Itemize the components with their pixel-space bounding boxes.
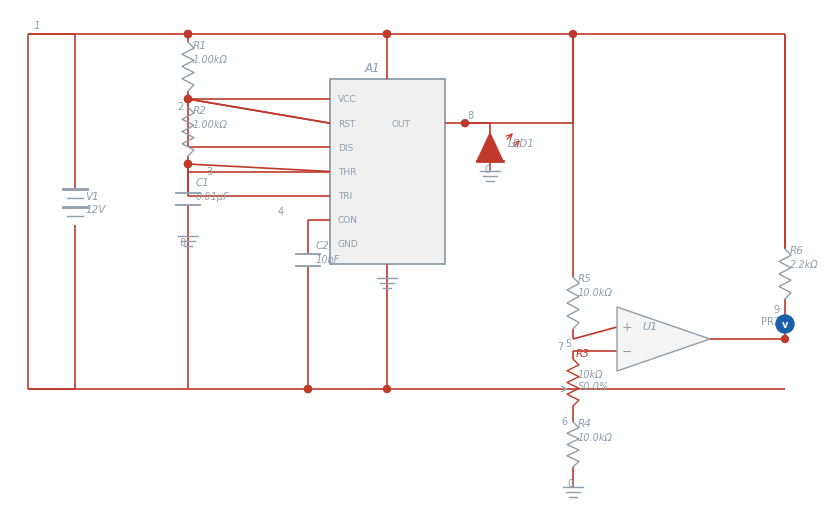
Circle shape [776, 316, 794, 333]
Text: 1: 1 [33, 21, 40, 31]
Text: 1.00kΩ: 1.00kΩ [193, 55, 228, 65]
Circle shape [305, 386, 312, 393]
Circle shape [184, 32, 192, 38]
Text: 0: 0 [567, 478, 573, 488]
Text: 10.0kΩ: 10.0kΩ [578, 288, 613, 297]
Text: 10kΩ: 10kΩ [578, 369, 604, 379]
Text: 7: 7 [556, 342, 563, 351]
Text: 2: 2 [177, 102, 183, 112]
Text: 4: 4 [278, 207, 284, 216]
Text: THR: THR [338, 167, 357, 177]
Text: 0: 0 [179, 238, 185, 247]
Text: LED1: LED1 [508, 139, 535, 149]
Text: C2: C2 [316, 240, 330, 250]
Text: V1: V1 [85, 191, 99, 202]
Circle shape [570, 32, 576, 38]
Text: 9: 9 [774, 304, 780, 315]
Circle shape [461, 121, 468, 127]
Text: R1: R1 [193, 41, 207, 51]
Text: R2: R2 [193, 106, 207, 116]
Text: 3: 3 [206, 166, 212, 177]
Circle shape [305, 386, 312, 393]
Text: R5: R5 [578, 273, 592, 284]
Text: −: − [621, 345, 632, 358]
Text: 0: 0 [484, 165, 490, 175]
Text: 10.0kΩ: 10.0kΩ [578, 432, 613, 442]
Text: 6: 6 [562, 416, 568, 426]
Text: RST: RST [338, 120, 356, 128]
Polygon shape [477, 134, 503, 162]
Polygon shape [617, 307, 710, 371]
Text: +: + [621, 321, 632, 334]
Text: 8: 8 [467, 111, 473, 121]
Text: A1: A1 [365, 62, 381, 75]
Text: PR3: PR3 [761, 317, 780, 326]
Text: CON: CON [338, 216, 358, 225]
Circle shape [184, 32, 192, 38]
Text: TRI: TRI [338, 192, 352, 201]
Text: 12V: 12V [85, 205, 106, 215]
Circle shape [383, 32, 391, 38]
Text: R4: R4 [578, 418, 592, 428]
Text: 50.0%: 50.0% [578, 381, 609, 391]
Text: v: v [782, 319, 788, 329]
Circle shape [383, 386, 391, 393]
Text: 5: 5 [565, 338, 571, 348]
Circle shape [781, 336, 789, 343]
Circle shape [383, 32, 391, 38]
Text: R3: R3 [576, 348, 590, 358]
Text: VCC: VCC [338, 95, 357, 104]
Bar [330, 80, 445, 265]
Text: DIS: DIS [338, 144, 353, 153]
Text: R6: R6 [790, 245, 804, 256]
Text: 0.01μF: 0.01μF [196, 191, 230, 202]
Circle shape [184, 161, 192, 168]
Circle shape [184, 96, 192, 103]
Text: C1: C1 [196, 178, 210, 188]
Circle shape [184, 96, 192, 103]
Text: GND: GND [338, 240, 359, 249]
Text: 10nF: 10nF [316, 254, 340, 264]
Text: U1: U1 [642, 321, 657, 331]
Circle shape [184, 161, 192, 168]
Text: 1.00kΩ: 1.00kΩ [193, 120, 228, 130]
Text: 2.2kΩ: 2.2kΩ [790, 260, 819, 269]
Text: OUT: OUT [392, 120, 411, 128]
